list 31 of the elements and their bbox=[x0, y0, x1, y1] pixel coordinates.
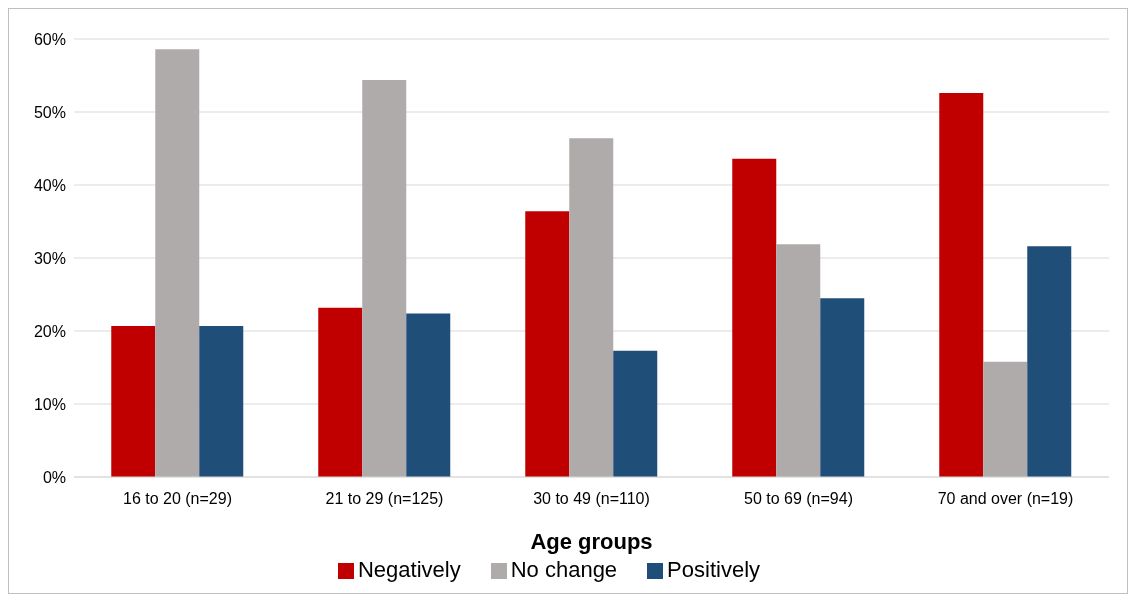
y-tick-label: 20% bbox=[33, 322, 66, 340]
y-tick-label: 50% bbox=[33, 103, 66, 121]
bar bbox=[199, 325, 244, 477]
bar bbox=[732, 158, 777, 477]
y-tick-label: 0% bbox=[42, 468, 66, 486]
legend-label: Negatively bbox=[357, 557, 461, 582]
x-tick-label: 70 and over (n=19) bbox=[937, 490, 1074, 508]
y-tick-label: 60% bbox=[33, 30, 66, 48]
x-tick-label: 16 to 20 (n=29) bbox=[123, 490, 232, 508]
x-tick-label: 50 to 69 (n=94) bbox=[744, 490, 853, 508]
bar bbox=[613, 350, 658, 477]
bar bbox=[983, 361, 1028, 477]
legend-label: No change bbox=[510, 557, 618, 582]
bar bbox=[525, 211, 570, 477]
x-tick-label: 21 to 29 (n=125) bbox=[325, 490, 444, 508]
bar bbox=[362, 79, 407, 477]
y-tick-label: 10% bbox=[33, 395, 66, 413]
x-tick-label: 30 to 49 (n=110) bbox=[533, 490, 650, 508]
bar bbox=[111, 325, 156, 477]
bar bbox=[776, 244, 821, 477]
x-axis-title: Age groups bbox=[530, 529, 653, 554]
bar bbox=[318, 307, 363, 477]
bar bbox=[569, 138, 614, 477]
y-tick-label: 40% bbox=[33, 176, 66, 194]
bar bbox=[939, 93, 984, 477]
bar bbox=[1027, 246, 1072, 477]
legend-label: Positively bbox=[667, 557, 761, 582]
bar bbox=[406, 313, 451, 477]
bar bbox=[820, 298, 865, 477]
bar bbox=[155, 49, 200, 477]
y-tick-label: 30% bbox=[33, 249, 66, 267]
